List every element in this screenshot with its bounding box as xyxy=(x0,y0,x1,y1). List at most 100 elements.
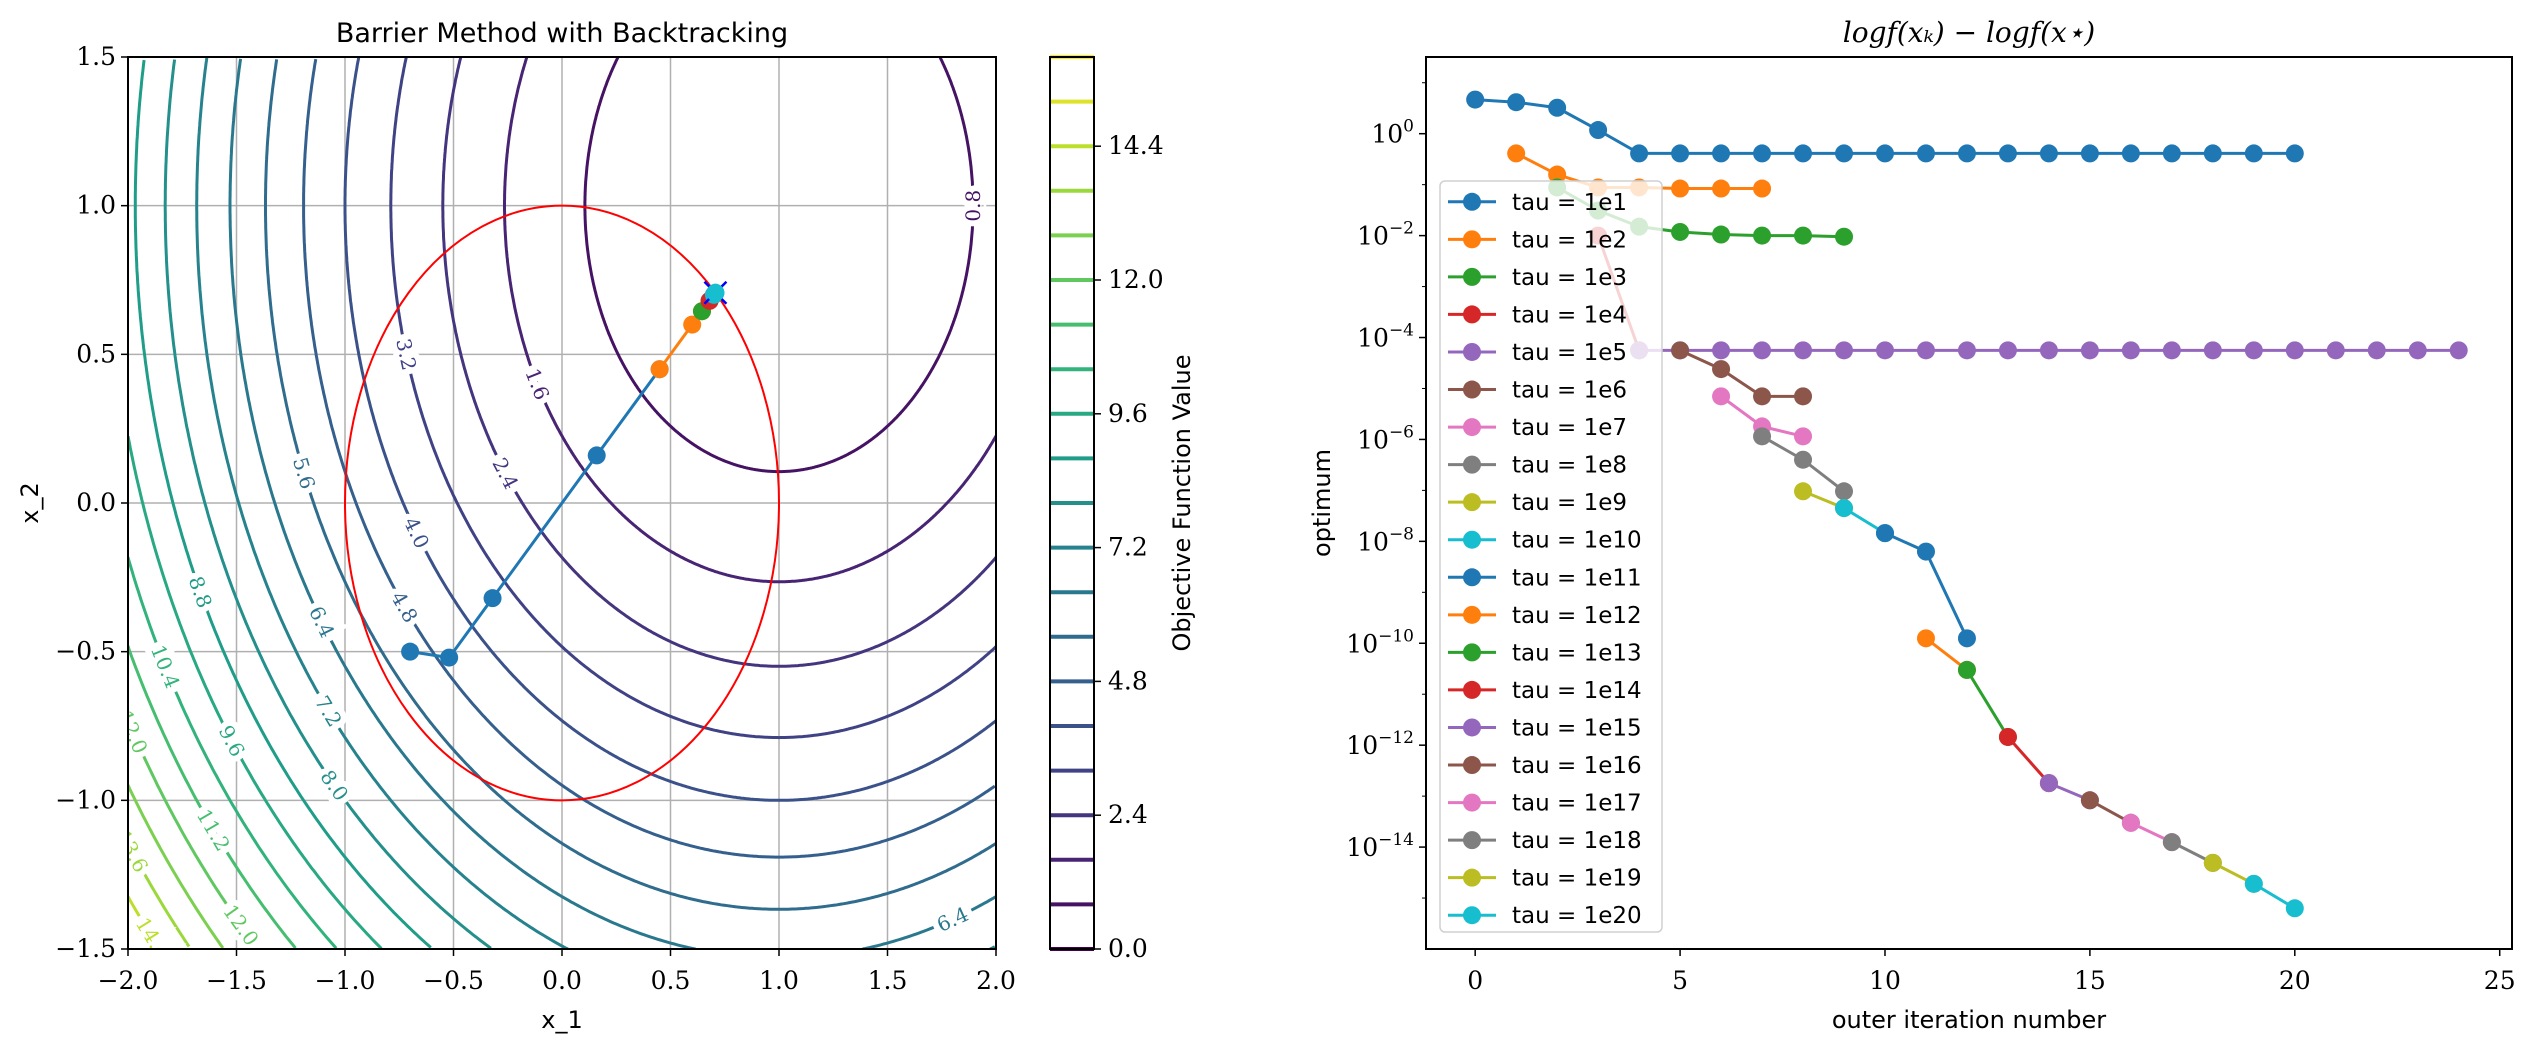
legend-label: tau = 1e18 xyxy=(1512,828,1642,854)
contour-line xyxy=(441,57,996,668)
data-point xyxy=(1712,360,1731,379)
y-tick-exponent: 0 xyxy=(1403,117,1414,137)
data-point xyxy=(1671,144,1690,163)
legend-item: tau = 1e15 xyxy=(1448,715,1642,741)
legend-item: tau = 1e6 xyxy=(1448,378,1627,404)
contour-lines xyxy=(128,57,996,949)
x-tick-label: 0 xyxy=(1467,966,1483,995)
data-point xyxy=(2326,341,2345,360)
optimization-path xyxy=(401,280,728,667)
y-tick-label: −1.0 xyxy=(55,785,116,814)
x-tick-label: −0.5 xyxy=(423,966,484,995)
data-point xyxy=(1794,427,1813,446)
series-lines xyxy=(1466,90,2468,918)
contour-line xyxy=(133,59,432,949)
legend-marker xyxy=(1463,906,1481,925)
data-point xyxy=(1916,542,1935,561)
legend-marker xyxy=(1463,643,1481,662)
legend-label: tau = 1e17 xyxy=(1512,791,1642,817)
x-axis-label: outer iteration number xyxy=(1832,1006,2106,1034)
data-point xyxy=(1916,144,1935,163)
series xyxy=(1630,341,2468,360)
x-tick-label: 0.5 xyxy=(651,966,691,995)
colorbar: 0.0 2.4 4.8 7.2 9.6 12.0 14.4 Objective Functi… xyxy=(1049,55,1196,963)
path-point xyxy=(650,360,669,379)
y-tick-label: 10−6 xyxy=(1357,422,1414,454)
data-point xyxy=(1712,179,1731,198)
data-point xyxy=(1753,144,1772,163)
colorbar-tick-label: 2.4 xyxy=(1108,800,1148,829)
data-point xyxy=(2285,144,2304,163)
data-point xyxy=(1712,387,1731,406)
x-axis-label: x_1 xyxy=(541,1006,582,1034)
legend-label: tau = 1e1 xyxy=(1512,190,1627,216)
legend-marker xyxy=(1463,305,1481,324)
data-point xyxy=(2203,341,2222,360)
data-point xyxy=(1957,629,1976,648)
path-point xyxy=(401,642,420,661)
legend-label: tau = 1e20 xyxy=(1512,903,1642,929)
y-tick-label: 10−4 xyxy=(1357,321,1414,353)
data-point xyxy=(1671,179,1690,198)
data-point xyxy=(1835,482,1854,501)
legend-label: tau = 1e7 xyxy=(1512,415,1627,441)
data-point xyxy=(1671,222,1690,241)
series xyxy=(1466,90,2304,163)
legend-marker xyxy=(1463,831,1481,850)
series xyxy=(2244,874,2304,918)
legend-item: tau = 1e20 xyxy=(1448,903,1642,929)
legend-label: tau = 1e9 xyxy=(1512,490,1627,516)
data-point xyxy=(1753,341,1772,360)
legend-item: tau = 1e5 xyxy=(1448,340,1627,366)
y-tick-label: 1.0 xyxy=(76,191,116,220)
colorbar-tick-label: 7.2 xyxy=(1108,533,1148,562)
legend-marker xyxy=(1463,380,1481,399)
data-point xyxy=(1875,341,1894,360)
legend-item: tau = 1e17 xyxy=(1448,791,1642,817)
legend-marker xyxy=(1463,267,1481,286)
x-tick-label: 10 xyxy=(1869,966,1901,995)
data-point xyxy=(1548,98,1567,117)
data-point xyxy=(1507,93,1526,112)
axis-ticks: 0 5 10 15 20 2510010−210−410−610−810−1010−121… xyxy=(1346,82,2516,995)
legend-box xyxy=(1439,180,1663,933)
series-line xyxy=(2006,735,2051,785)
legend-marker xyxy=(1463,418,1481,437)
legend-item: tau = 1e16 xyxy=(1448,753,1642,779)
y-tick-label: 10−12 xyxy=(1346,728,1414,760)
convergence-plot-frame xyxy=(1425,56,2513,950)
series xyxy=(1671,341,1813,406)
axis-ticks: −2.0 −1.5 −1.0 −0.5 0.0 0.5 1.0 1.5 2.0 −1.5 −1.0 −… xyxy=(55,42,1016,995)
y-tick-base: 10 xyxy=(1371,120,1403,149)
series xyxy=(1753,427,1854,501)
x-tick-label: 15 xyxy=(2074,966,2106,995)
constraint-boundary xyxy=(344,204,780,802)
data-point xyxy=(1753,179,1772,198)
y-tick-label: −1.5 xyxy=(55,934,116,963)
data-point xyxy=(2367,341,2386,360)
contour-line xyxy=(389,57,996,740)
legend-item: tau = 1e9 xyxy=(1448,490,1627,516)
convergence-plot-title: logf(xₖ) − logf(x⋆) xyxy=(1843,16,2095,49)
legend-marker xyxy=(1463,455,1481,474)
data-point xyxy=(2162,341,2181,360)
legend-marker xyxy=(1463,718,1481,737)
legend-item: tau = 1e18 xyxy=(1448,828,1642,854)
contour-line xyxy=(503,57,996,584)
contour-line xyxy=(128,720,259,948)
y-tick-label: 10−2 xyxy=(1357,219,1414,251)
legend-item: tau = 1e4 xyxy=(1448,302,1627,328)
y-tick-base: 10 xyxy=(1357,222,1389,251)
contour-line xyxy=(128,784,225,949)
x-tick-label: −1.5 xyxy=(206,966,267,995)
contour-line xyxy=(128,845,191,948)
data-point xyxy=(2162,144,2181,163)
legend-marker xyxy=(1463,493,1481,512)
contour-plot-title: Barrier Method with Backtracking xyxy=(336,18,788,49)
legend-label: tau = 1e13 xyxy=(1512,640,1642,666)
legend-label: tau = 1e10 xyxy=(1512,528,1642,554)
y-tick-label: 0.5 xyxy=(76,339,116,368)
data-point xyxy=(2244,874,2263,893)
data-point xyxy=(1712,341,1731,360)
legend-marker xyxy=(1463,342,1481,361)
